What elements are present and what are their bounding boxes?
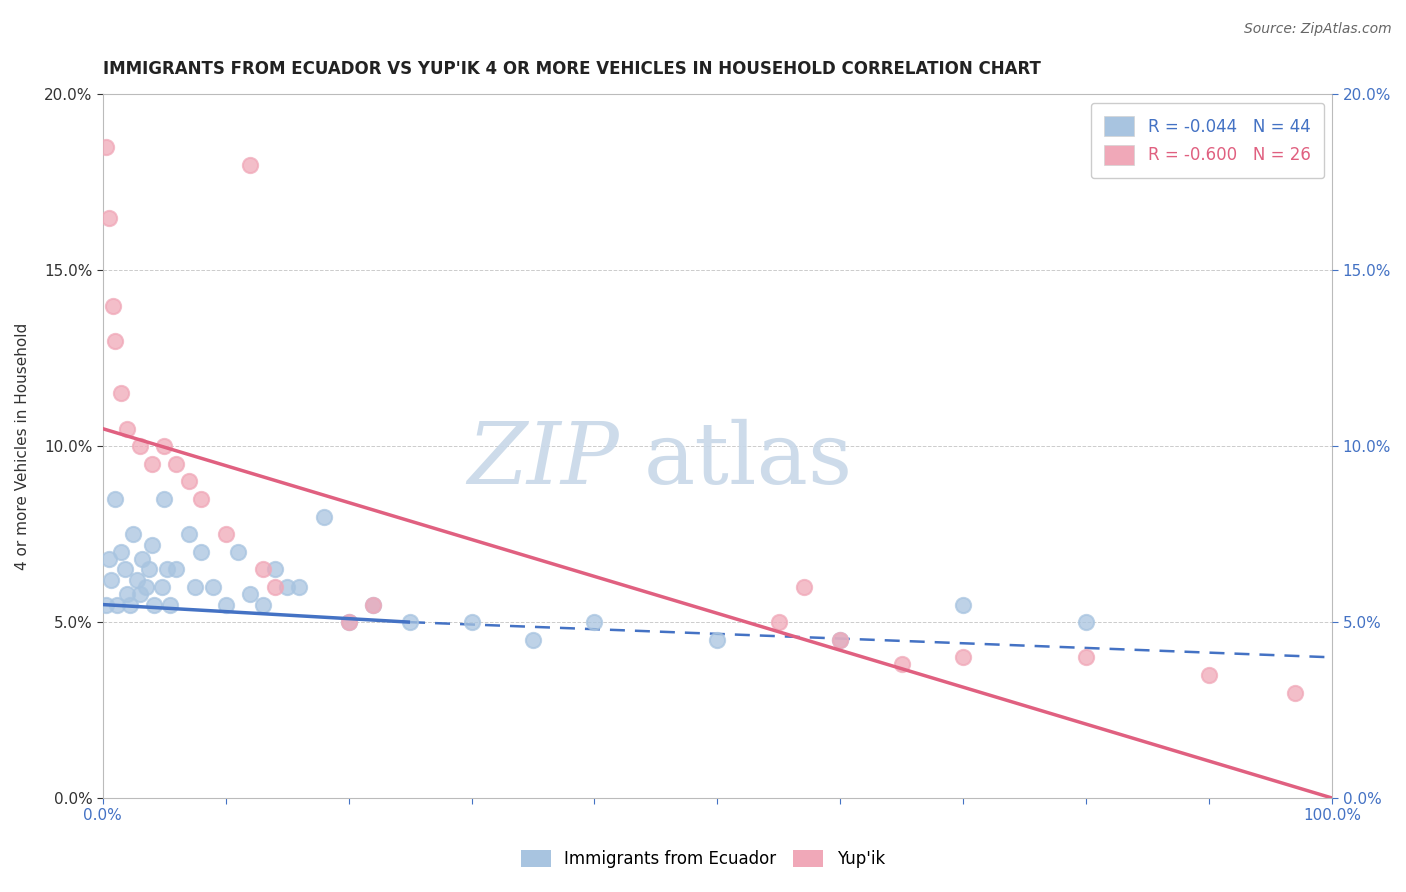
Point <box>830 632 852 647</box>
Point <box>97 211 120 225</box>
Point <box>110 545 132 559</box>
Point <box>239 587 262 601</box>
Point <box>96 598 118 612</box>
Point <box>1076 615 1098 629</box>
Point <box>131 551 153 566</box>
Point <box>460 615 482 629</box>
Point <box>118 598 141 612</box>
Point <box>263 580 285 594</box>
Point <box>337 615 360 629</box>
Point <box>153 439 176 453</box>
Point <box>583 615 606 629</box>
Point <box>202 580 225 594</box>
Point <box>156 562 179 576</box>
Point <box>104 334 127 348</box>
Point <box>337 615 360 629</box>
Legend: Immigrants from Ecuador, Yup'ik: Immigrants from Ecuador, Yup'ik <box>515 843 891 875</box>
Point <box>361 598 384 612</box>
Point <box>522 632 544 647</box>
Point <box>792 580 814 594</box>
Point <box>252 598 274 612</box>
Point <box>190 491 212 506</box>
Point <box>952 598 974 612</box>
Point <box>1284 685 1306 699</box>
Point <box>952 650 974 665</box>
Point <box>107 598 129 612</box>
Point <box>104 491 127 506</box>
Legend: R = -0.044   N = 44, R = -0.600   N = 26: R = -0.044 N = 44, R = -0.600 N = 26 <box>1091 103 1324 178</box>
Point <box>239 158 262 172</box>
Point <box>114 562 136 576</box>
Point <box>214 527 236 541</box>
Point <box>1198 668 1220 682</box>
Point <box>135 580 157 594</box>
Y-axis label: 4 or more Vehicles in Household: 4 or more Vehicles in Household <box>15 323 30 570</box>
Point <box>361 598 384 612</box>
Point <box>252 562 274 576</box>
Point <box>177 527 200 541</box>
Point <box>150 580 173 594</box>
Point <box>117 587 139 601</box>
Point <box>288 580 311 594</box>
Text: IMMIGRANTS FROM ECUADOR VS YUP'IK 4 OR MORE VEHICLES IN HOUSEHOLD CORRELATION CH: IMMIGRANTS FROM ECUADOR VS YUP'IK 4 OR M… <box>103 60 1040 78</box>
Point <box>96 140 118 154</box>
Text: atlas: atlas <box>644 418 853 502</box>
Point <box>138 562 160 576</box>
Point <box>1076 650 1098 665</box>
Point <box>276 580 298 594</box>
Point <box>100 573 122 587</box>
Point <box>110 386 132 401</box>
Point <box>399 615 422 629</box>
Text: ZIP: ZIP <box>467 419 619 501</box>
Point <box>141 457 163 471</box>
Point <box>226 545 249 559</box>
Point <box>768 615 790 629</box>
Point <box>263 562 285 576</box>
Point <box>706 632 728 647</box>
Point <box>312 509 335 524</box>
Point <box>830 632 852 647</box>
Point <box>190 545 212 559</box>
Text: Source: ZipAtlas.com: Source: ZipAtlas.com <box>1244 22 1392 37</box>
Point <box>97 551 120 566</box>
Point <box>143 598 166 612</box>
Point <box>165 562 187 576</box>
Point <box>153 491 176 506</box>
Point <box>159 598 181 612</box>
Point <box>141 538 163 552</box>
Point <box>177 475 200 489</box>
Point <box>214 598 236 612</box>
Point <box>101 299 124 313</box>
Point <box>184 580 207 594</box>
Point <box>122 527 145 541</box>
Point <box>127 573 149 587</box>
Point <box>128 439 150 453</box>
Point <box>117 422 139 436</box>
Point <box>165 457 187 471</box>
Point <box>128 587 150 601</box>
Point <box>890 657 912 672</box>
